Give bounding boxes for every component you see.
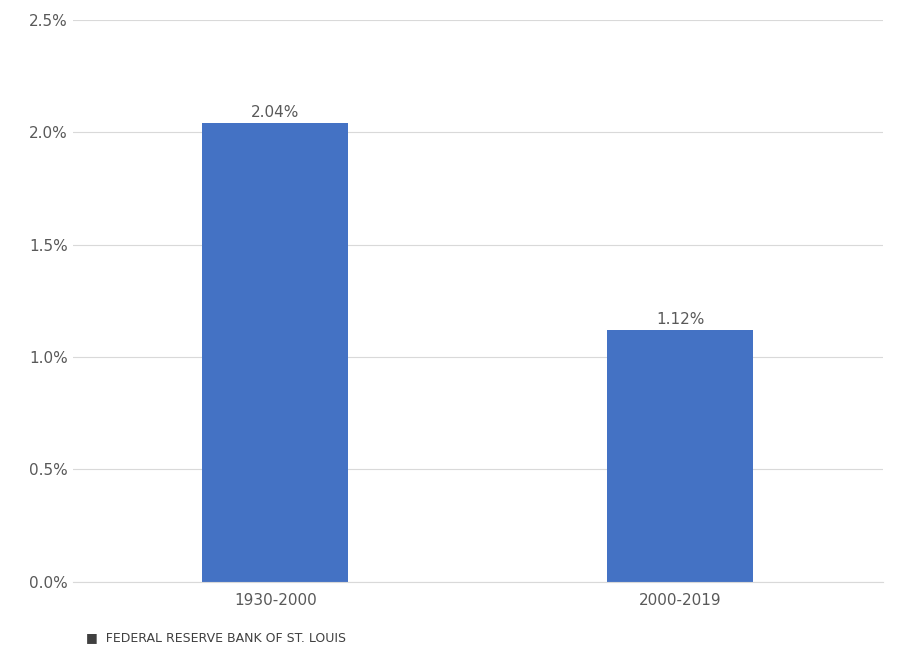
Text: 1.12%: 1.12%	[656, 311, 704, 327]
Text: ■  FEDERAL RESERVE BANK OF ST. LOUIS: ■ FEDERAL RESERVE BANK OF ST. LOUIS	[86, 631, 347, 644]
Text: 2.04%: 2.04%	[251, 105, 299, 120]
Bar	[607, 330, 753, 582]
Bar	[202, 123, 349, 582]
